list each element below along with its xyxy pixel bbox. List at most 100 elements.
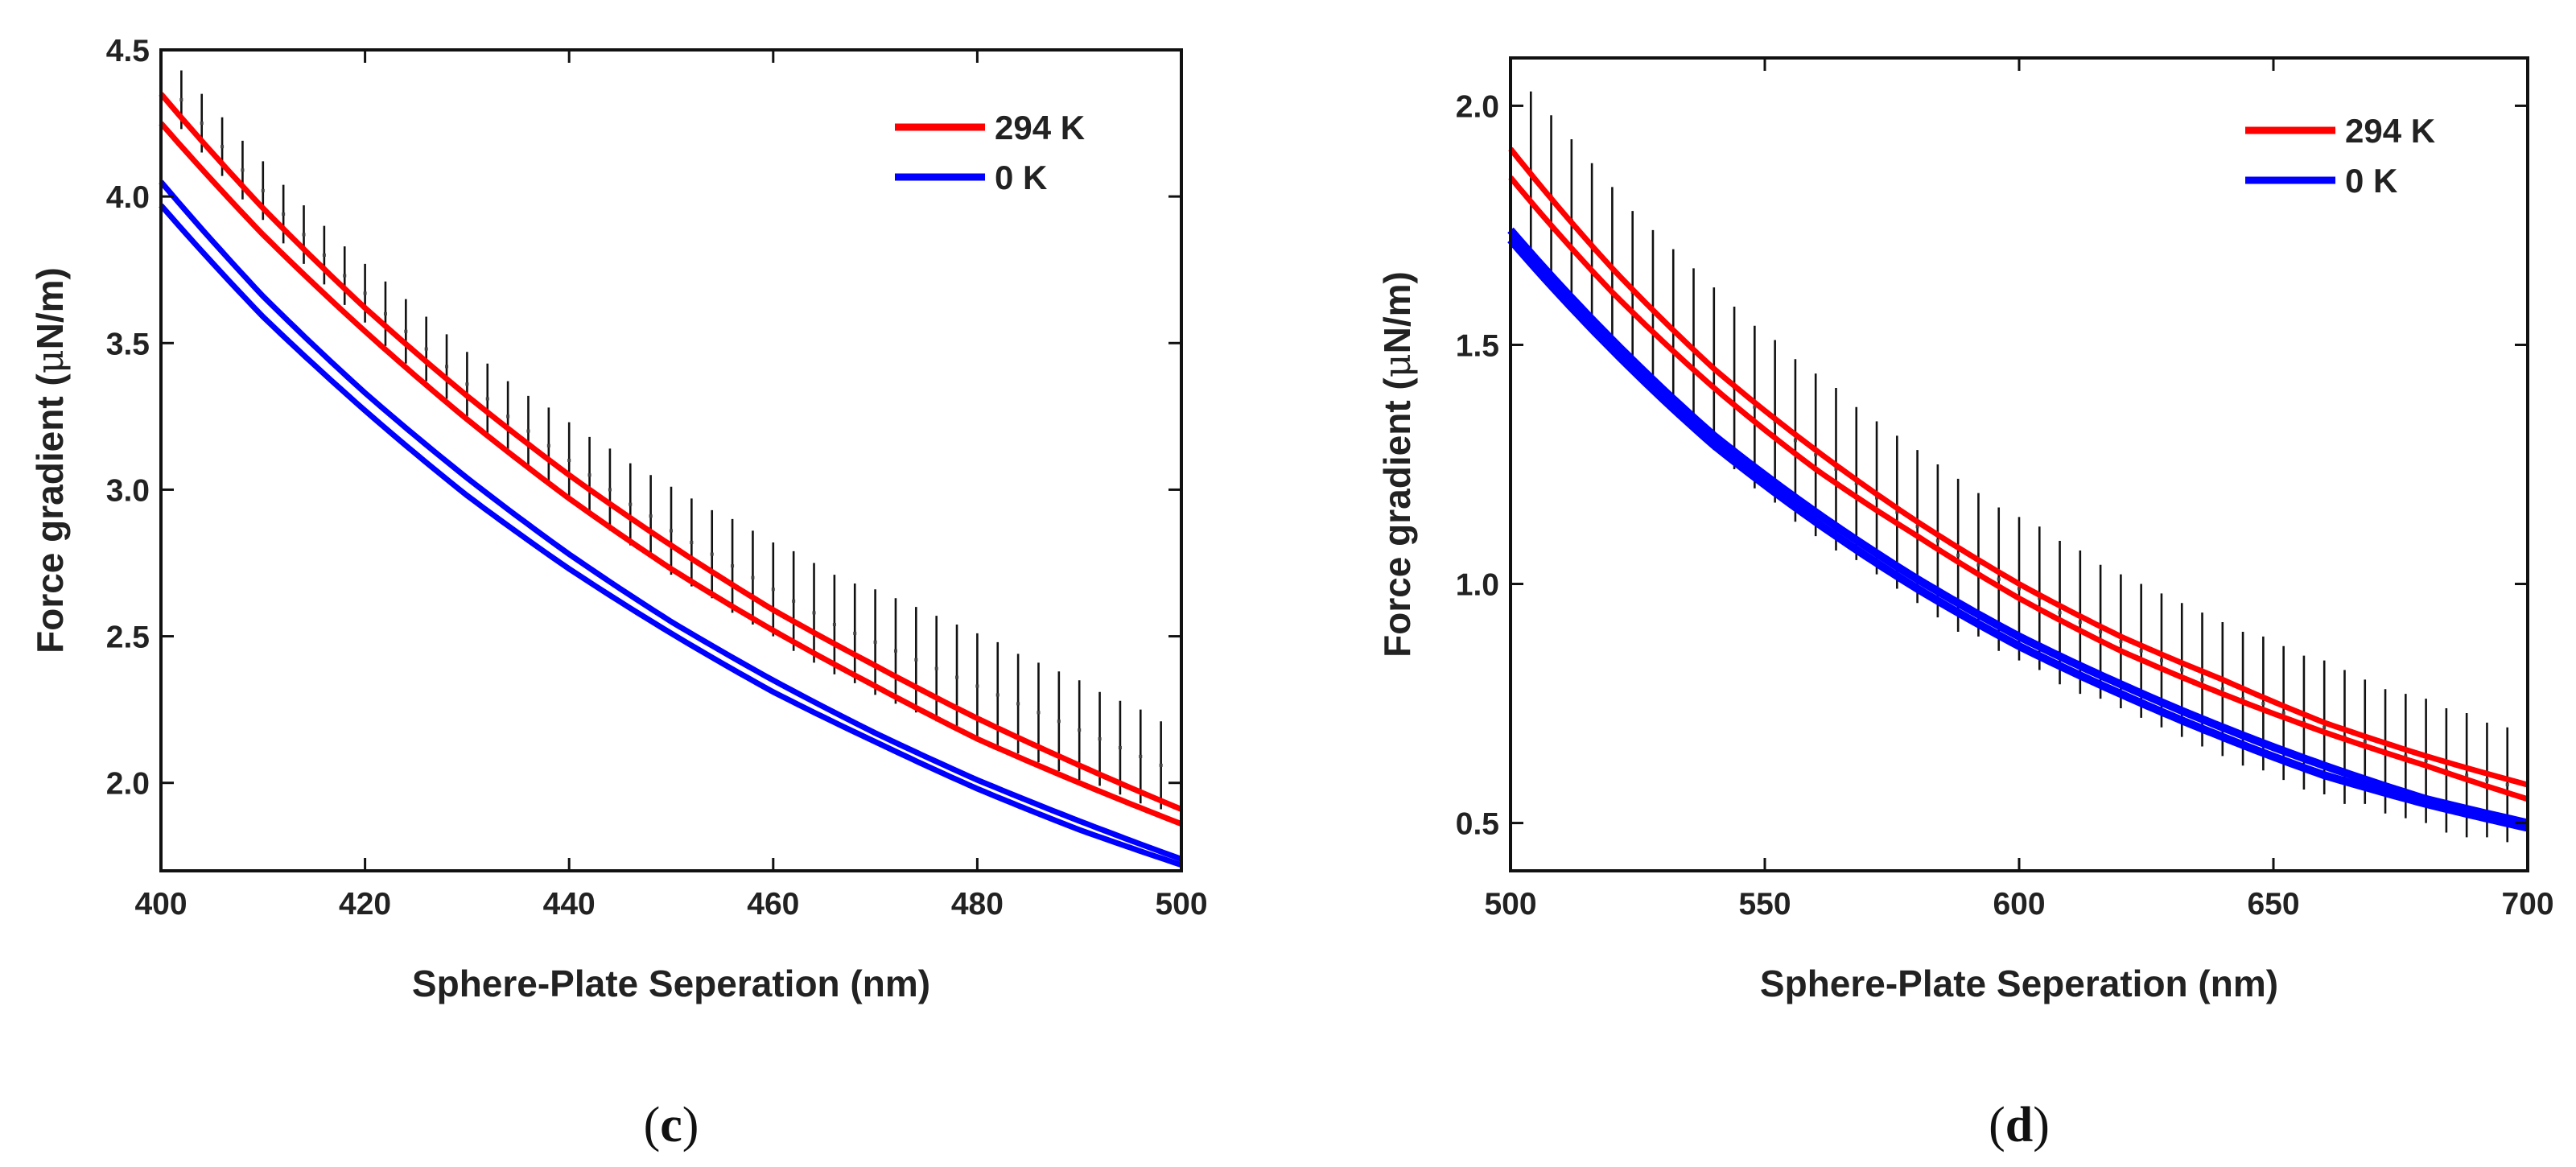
chart-c-data-point [955, 675, 959, 679]
chart-c-ticks: 400 420 440 460 480 500 2.0 2.5 3.0 3.5 4.0 4.5 [106, 34, 1208, 922]
chart-c-data-point [731, 564, 735, 568]
chart-c-data-point [302, 233, 306, 237]
chart-d-data-point [2404, 754, 2408, 758]
chart-d-data-point [2220, 687, 2224, 691]
chart-d-x-tick-label: 600 [1993, 887, 2045, 922]
chart-c-x-tick-label: 420 [339, 887, 391, 922]
chart-c-y-tick-label: 4.0 [106, 180, 150, 215]
chart-d-data-point [2241, 697, 2245, 701]
chart-c-data-point [567, 459, 571, 462]
chart-c-data-point [792, 599, 796, 603]
chart-c-data-point [1098, 737, 1102, 741]
chart-c-series-294k-lower [159, 121, 1183, 827]
chart-d-data-point [2261, 702, 2265, 706]
chart-c-x-tick-label: 400 [134, 887, 187, 922]
chart-d-data-point [2505, 783, 2509, 787]
chart-d-data-point [2323, 725, 2327, 729]
chart-c-data-point [914, 658, 918, 662]
chart-d-series-0k-upper [1507, 227, 2529, 827]
chart-d-data-point [1997, 577, 2001, 581]
chart-d-x-tick-label: 550 [1738, 887, 1791, 922]
chart-c-series-0k-upper [159, 179, 1183, 862]
chart-c-data-point [1016, 702, 1020, 706]
chart-c-axes-frame [159, 48, 1183, 872]
chart-c-data-point [649, 514, 653, 518]
chart-c-y-axis-label-unit: N/m) [29, 267, 71, 349]
chart-c-data-point [322, 254, 326, 257]
chart-c-data-point [587, 473, 591, 477]
chart-c-series-0k-lower [159, 203, 1183, 868]
chart-c-y-tick-label: 2.5 [106, 621, 150, 655]
chart-d-y-axis-label-unit: N/m) [1376, 271, 1418, 353]
chart-d-y-axis-label: Force gradient (μN/m) [1375, 271, 1419, 658]
chart-c-data-point [873, 640, 877, 644]
chart-c-legend-label-0k: 0 K [995, 159, 1047, 196]
chart-c-panel-letter: c [660, 1098, 682, 1153]
chart-c-panel-caption: (c) [644, 1098, 699, 1153]
chart-d-data-point [1976, 563, 1980, 567]
chart-c: 400 420 440 460 480 500 2.0 2.5 3.0 3.5 4.0 4.5 294… [28, 34, 1208, 1153]
chart-d-y-tick-label: 1.0 [1456, 568, 1499, 603]
chart-c-data-point [526, 429, 530, 433]
chart-c-data-point [629, 502, 633, 506]
chart-d-data-point [2099, 629, 2103, 633]
chart-c-x-tick-label: 480 [951, 887, 1004, 922]
chart-c-data-point [465, 382, 469, 386]
chart-c-x-tick-label: 500 [1155, 887, 1207, 922]
chart-d-data-point [1915, 525, 1919, 529]
chart-d-y-axis-label-mu: μ [1375, 353, 1419, 377]
chart-d-data-point [2058, 611, 2062, 615]
chart-c-data-point [995, 693, 999, 697]
chart-c-data-point [670, 529, 673, 533]
chart-c-data-point [363, 291, 367, 295]
chart-d-data-point [2159, 658, 2163, 662]
chart-c-data-point [1078, 728, 1082, 732]
chart-d-panel-caption: (d) [1989, 1098, 2050, 1153]
chart-c-data-point [690, 541, 694, 544]
chart-c-data-point [975, 684, 979, 688]
chart-c-x-axis-label: Sphere-Plate Seperation (nm) [412, 963, 930, 1004]
chart-c-data-point [771, 588, 775, 592]
chart-c-data-point [608, 488, 612, 492]
chart-d-data-point [2180, 668, 2184, 672]
chart-d-data-point [1875, 496, 1879, 500]
chart-d-x-tick-label: 650 [2247, 887, 2299, 922]
chart-d-data-point [1834, 467, 1838, 471]
chart-d-data-point [2078, 621, 2082, 625]
chart-d-data-point [2018, 587, 2021, 591]
chart-c-data-point [383, 311, 387, 315]
chart-c-y-axis-label-mu: μ [28, 349, 72, 373]
chart-c-data-point [812, 611, 816, 615]
chart-c-data-point [1159, 763, 1163, 767]
chart-d-data-point [2038, 596, 2042, 600]
chart-c-series-294k-upper [159, 92, 1183, 812]
chart-c-data-point [445, 365, 449, 369]
chart-d-data-point [2139, 649, 2143, 653]
chart-d-data-point [2465, 773, 2469, 777]
chart-c-data-point [424, 347, 428, 351]
chart-d-data-point [1854, 481, 1858, 485]
chart-d-y-tick-label: 0.5 [1456, 807, 1499, 842]
chart-d-legend-label-294k: 294 K [2345, 112, 2435, 150]
chart-c-data-point [343, 274, 347, 278]
chart-c-data-point [404, 329, 408, 333]
chart-d-data-point [1895, 510, 1899, 514]
chart-d-x-tick-label: 700 [2501, 887, 2553, 922]
chart-d-data-point [1935, 539, 1939, 543]
chart-c-data-point [261, 188, 265, 192]
chart-c-data-point [853, 631, 857, 635]
chart-d-series-294k-upper [1508, 146, 2529, 788]
chart-c-legend-label-294k: 294 K [995, 109, 1085, 146]
chart-d-data-point [1814, 453, 1818, 457]
chart-d-data-point [2119, 639, 2123, 643]
chart-d-y-axis-label-text: Force gradient ( [1376, 377, 1418, 658]
chart-d: 500 550 600 650 700 0.5 1.0 1.5 2.0 294 K 0 K Sp… [1375, 56, 2554, 1153]
chart-c-data-point [179, 97, 183, 101]
chart-c-x-tick-label: 440 [543, 887, 596, 922]
chart-c-data-point [751, 575, 755, 579]
chart-c-y-axis-label: Force gradient (μN/m) [28, 267, 72, 654]
chart-c-data-point [893, 649, 897, 653]
chart-c-data-point [485, 397, 489, 401]
chart-d-data-point [2363, 740, 2367, 744]
